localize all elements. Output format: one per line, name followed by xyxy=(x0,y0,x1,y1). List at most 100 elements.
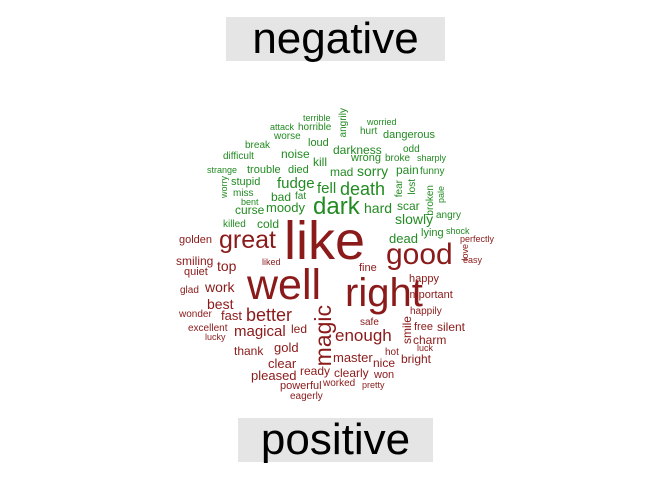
word-negative: kill xyxy=(313,155,327,169)
word-positive: lucky xyxy=(205,332,226,342)
word-negative: darkness xyxy=(333,143,382,157)
word-positive: important xyxy=(407,289,453,301)
word-positive: fine xyxy=(359,262,377,274)
word-positive: best xyxy=(207,296,234,312)
word-negative: dangerous xyxy=(383,129,435,141)
word-negative: pale xyxy=(436,186,446,204)
word-positive: safe xyxy=(360,317,379,328)
word-negative: bent xyxy=(241,197,259,207)
word-positive: top xyxy=(217,258,237,274)
word-negative: terrible xyxy=(303,113,331,123)
word-negative: attack xyxy=(270,122,295,132)
word-positive: luck xyxy=(417,343,434,353)
word-positive: work xyxy=(205,279,235,295)
word-negative: sorry xyxy=(357,163,389,179)
word-negative: hard xyxy=(364,200,393,216)
word-negative: sharply xyxy=(417,153,447,163)
word-negative: horrible xyxy=(298,122,332,133)
word-positive: thank xyxy=(234,344,264,358)
word-positive: hot xyxy=(385,347,399,358)
word-positive: perfectly xyxy=(460,234,495,244)
positive-label: positive xyxy=(238,418,433,462)
word-negative: fear xyxy=(394,180,405,198)
word-positive: happy xyxy=(409,273,439,285)
word-positive: master xyxy=(333,350,373,365)
word-negative: stupid xyxy=(231,176,261,188)
word-positive: magical xyxy=(234,323,286,340)
word-positive: bright xyxy=(401,352,432,366)
word-positive: great xyxy=(219,226,276,254)
word-positive: gold xyxy=(274,340,299,355)
word-positive: smile xyxy=(400,316,414,345)
word-positive: magic xyxy=(310,305,336,367)
word-positive: worked xyxy=(323,378,356,389)
word-positive: clearly xyxy=(334,366,369,380)
word-positive: won xyxy=(374,369,395,381)
word-negative: lost xyxy=(407,179,418,195)
word-positive: ready xyxy=(300,364,331,378)
word-positive: excellent xyxy=(188,323,228,334)
word-positive: clear xyxy=(268,356,297,371)
word-positive: pretty xyxy=(362,380,385,390)
word-negative: miss xyxy=(233,188,254,199)
word-negative: strange xyxy=(207,165,238,175)
word-positive: quiet xyxy=(184,266,208,278)
word-positive: well xyxy=(247,261,322,309)
word-negative: angry xyxy=(436,210,462,221)
word-negative: fudge xyxy=(277,175,315,192)
word-positive: easy xyxy=(463,255,483,265)
word-negative: curse xyxy=(235,203,265,217)
word-negative: lying xyxy=(421,227,444,239)
word-negative: hurt xyxy=(360,126,378,137)
word-negative: shock xyxy=(446,226,470,236)
word-positive: right xyxy=(345,271,423,315)
word-negative: worse xyxy=(274,131,301,142)
word-negative: worry xyxy=(219,176,229,198)
word-negative: death xyxy=(340,179,386,199)
word-negative: broke xyxy=(385,153,411,164)
word-positive: free xyxy=(414,321,433,333)
word-negative: killed xyxy=(223,219,246,230)
word-positive: silent xyxy=(437,320,466,334)
word-negative: loud xyxy=(308,137,329,149)
word-negative: mad xyxy=(330,165,354,179)
word-positive: like xyxy=(284,211,366,271)
word-negative: noise xyxy=(281,147,310,161)
word-negative: odd xyxy=(403,144,420,155)
word-positive: charm xyxy=(413,333,447,347)
word-positive: good xyxy=(386,238,453,271)
word-positive: enough xyxy=(335,326,392,345)
word-positive: eagerly xyxy=(290,391,323,402)
word-positive: smiling xyxy=(176,254,214,268)
word-negative: worried xyxy=(367,117,397,127)
word-negative: pain xyxy=(396,163,419,177)
word-negative: angrily xyxy=(338,108,349,138)
word-negative: slowly xyxy=(395,211,434,227)
word-positive: fast xyxy=(221,308,242,323)
word-negative: funny xyxy=(420,166,445,177)
word-negative: dark xyxy=(313,193,360,220)
word-positive: wonder xyxy=(179,309,212,320)
word-negative: fat xyxy=(295,191,307,202)
word-negative: moody xyxy=(266,200,306,215)
word-negative: bad xyxy=(271,190,292,204)
word-positive: better xyxy=(246,305,293,325)
word-positive: pleased xyxy=(251,368,297,383)
word-positive: glad xyxy=(180,285,199,296)
word-negative: difficult xyxy=(223,151,254,162)
word-negative: fell xyxy=(317,180,337,197)
word-positive: powerful xyxy=(280,380,322,392)
word-positive: nice xyxy=(373,356,396,370)
word-negative: wrong xyxy=(351,152,381,164)
word-negative: break xyxy=(245,140,271,151)
word-positive: happily xyxy=(410,306,442,317)
word-positive: golden xyxy=(179,234,213,246)
word-negative: dead xyxy=(389,231,418,246)
word-positive: liked xyxy=(262,257,281,267)
word-negative: died xyxy=(288,164,309,176)
word-negative: scar xyxy=(397,199,420,213)
word-positive: led xyxy=(291,322,308,336)
negative-label: negative xyxy=(226,17,445,61)
word-negative: cold xyxy=(257,217,280,231)
word-negative: trouble xyxy=(247,164,281,176)
